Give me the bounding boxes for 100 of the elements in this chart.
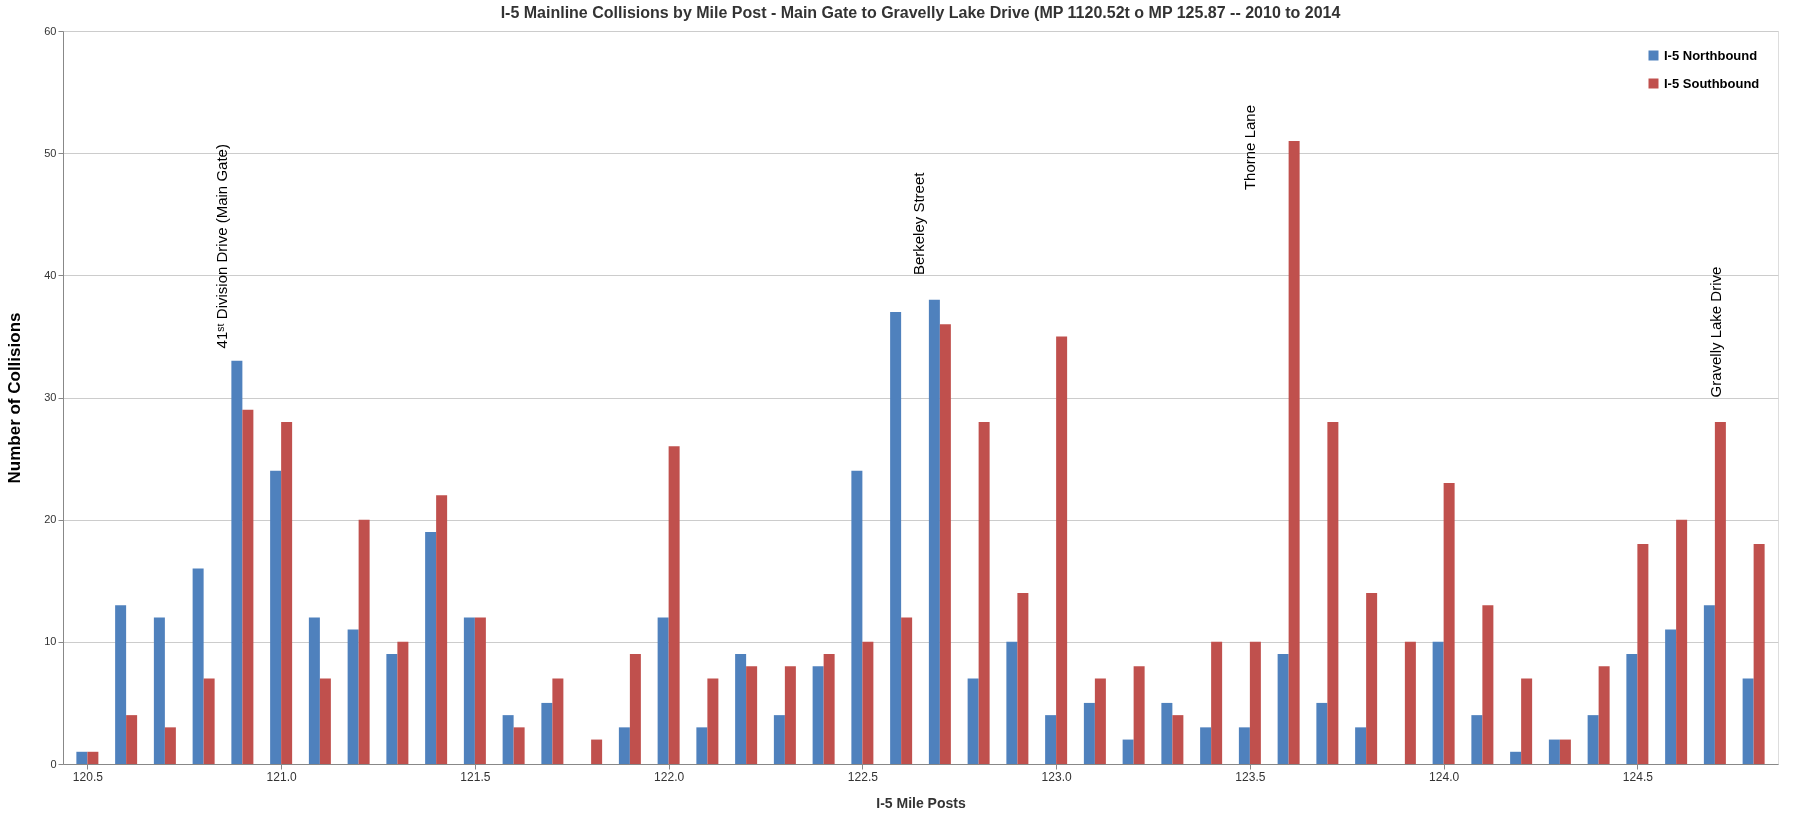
- bar: [1133, 666, 1145, 764]
- bar: [1482, 605, 1494, 764]
- bar: [386, 654, 398, 764]
- x-tick-label: 121.5: [460, 769, 491, 784]
- bar: [1510, 751, 1522, 764]
- bar: [281, 421, 293, 764]
- bar: [552, 678, 564, 764]
- x-tick-label: 124.5: [1622, 769, 1654, 784]
- bar: [425, 531, 437, 764]
- y-axis-title: Number of Collisions: [5, 312, 25, 484]
- bar: [967, 678, 979, 764]
- chart-title: I-5 Mainline Collisions by Mile Post - Main Gate to Gravelly Lake Drive (MP 1120.52t o MP 125.87 -- 2010 to 2014: [500, 4, 1341, 21]
- bar: [474, 617, 486, 764]
- bar: [192, 568, 204, 764]
- y-tick-label: 30: [44, 391, 57, 403]
- bar: [1548, 739, 1560, 764]
- bar: [1277, 654, 1289, 764]
- bar: [1676, 519, 1688, 764]
- x-tick-label: 123.5: [1235, 769, 1266, 784]
- bar: [1249, 641, 1261, 764]
- bar: [1587, 715, 1599, 764]
- x-tick-label: 121.0: [266, 769, 297, 784]
- annotation: Gravelly Lake Drive: [1707, 266, 1725, 398]
- bar: [1094, 678, 1106, 764]
- x-axis-title: I-5 Mile Posts: [876, 794, 966, 811]
- bar: [1521, 678, 1533, 764]
- y-tick-label: 60: [44, 24, 57, 37]
- bar: [242, 409, 254, 764]
- bar: [812, 666, 824, 764]
- bar: [862, 641, 874, 764]
- bar: [1366, 592, 1378, 764]
- bar: [851, 470, 863, 764]
- annotation: Berkeley Street: [909, 171, 927, 276]
- bar: [696, 727, 708, 764]
- bar: [773, 715, 785, 764]
- bar: [397, 641, 409, 764]
- x-tick-label: 124.0: [1429, 769, 1460, 784]
- bar: [203, 678, 215, 764]
- y-tick-label: 10: [44, 635, 57, 648]
- bar: [1200, 727, 1212, 764]
- bar: [153, 617, 165, 764]
- bar: [591, 739, 603, 764]
- bar: [707, 678, 719, 764]
- bar: [1122, 739, 1134, 764]
- bar: [1598, 666, 1610, 764]
- bar: [1161, 702, 1173, 764]
- bar: [1443, 483, 1455, 764]
- bar: [978, 421, 990, 764]
- bar: [928, 299, 940, 764]
- bar: [1714, 421, 1726, 764]
- bar: [358, 519, 370, 764]
- bar: [513, 727, 525, 764]
- bar: [463, 617, 475, 764]
- x-tick-label: 122.5: [847, 769, 879, 784]
- bar: [1742, 678, 1754, 764]
- x-tick-label: 123.0: [1041, 769, 1072, 784]
- bar: [436, 495, 448, 764]
- x-tick-label: 122.0: [654, 769, 685, 784]
- bar: [657, 617, 669, 764]
- y-tick-label: 50: [44, 146, 57, 159]
- bar: [1017, 592, 1029, 764]
- bar: [890, 311, 902, 764]
- bar: [1471, 715, 1483, 764]
- bar: [1559, 739, 1571, 764]
- bar: [618, 727, 630, 764]
- y-tick-label: 20: [44, 513, 57, 526]
- bar: [270, 470, 282, 764]
- bar: [1056, 336, 1068, 764]
- bar: [939, 324, 951, 764]
- bar: [1045, 715, 1057, 764]
- bar: [629, 654, 641, 764]
- bar: [1355, 727, 1367, 764]
- bar: [1404, 641, 1416, 764]
- annotation: Thorne Lane: [1240, 104, 1258, 191]
- bar: [347, 629, 359, 764]
- bar: [76, 751, 88, 764]
- bar: [502, 715, 514, 764]
- annotation: 41ˢᵗ Division Drive (Main Gate): [213, 144, 231, 349]
- bar: [784, 666, 796, 764]
- bar: [308, 617, 320, 764]
- bar: [1703, 605, 1715, 764]
- bar: [115, 605, 127, 764]
- bar: [901, 617, 913, 764]
- bar: [1006, 641, 1018, 764]
- bar: [541, 702, 553, 764]
- bar: [1172, 715, 1184, 764]
- legend-label: I-5 Northbound: [1664, 47, 1758, 63]
- bar: [735, 654, 747, 764]
- bar: [1637, 544, 1649, 764]
- bar: [668, 446, 680, 764]
- bar: [319, 678, 331, 764]
- bar: [746, 666, 758, 764]
- bar: [1083, 702, 1095, 764]
- bar: [1316, 702, 1328, 764]
- legend-label: I-5 Southbound: [1664, 75, 1760, 91]
- bar: [87, 751, 99, 764]
- bar: [1626, 654, 1638, 764]
- bar: [1753, 544, 1765, 764]
- bar: [1327, 421, 1339, 764]
- bar: [164, 727, 176, 764]
